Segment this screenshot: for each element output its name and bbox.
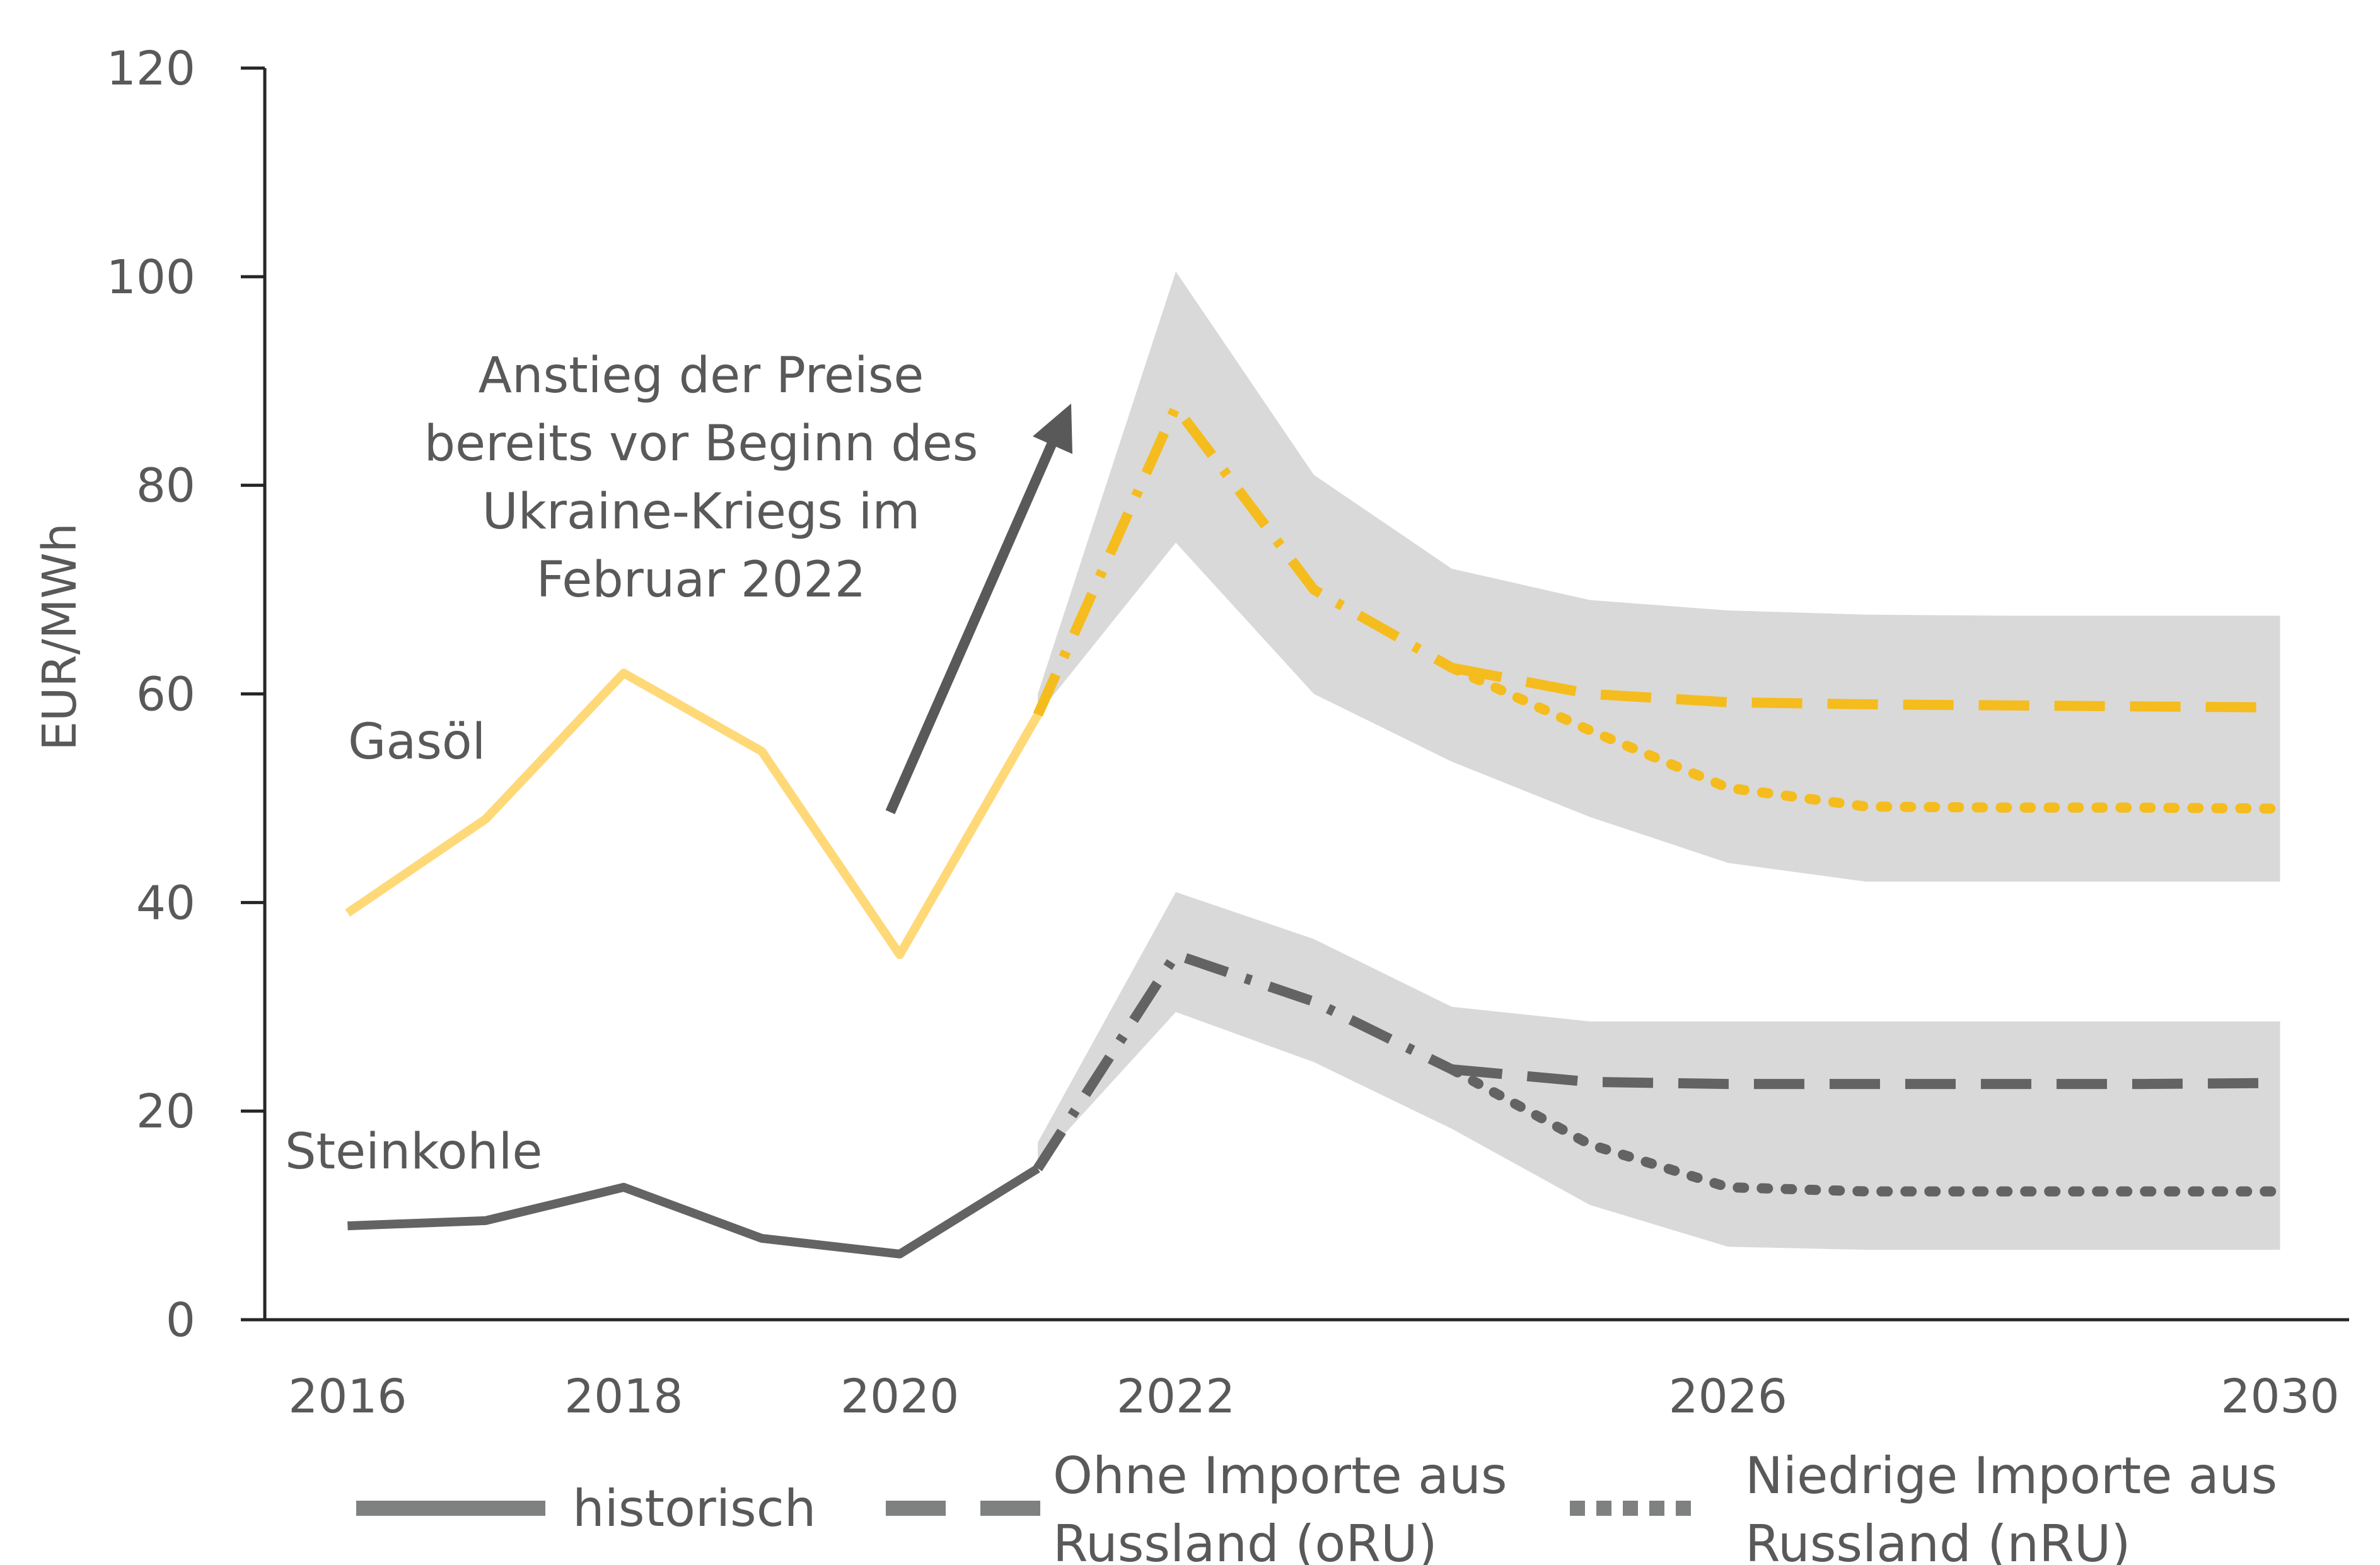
gas-uncertainty-band [1038, 271, 2280, 882]
legend: historisch Ohne Importe aus Russland (oR… [356, 1446, 2277, 1565]
y-axis-title: EUR/MWh [33, 523, 87, 750]
legend-label-oRU-1: Ohne Importe aus [1053, 1446, 1507, 1505]
x-tick-label: 2016 [288, 1370, 407, 1424]
legend-item-oRU: Ohne Importe aus Russland (oRU) [886, 1446, 1507, 1565]
coal-line-historisch [347, 1165, 1040, 1259]
legend-label-historisch: historisch [572, 1479, 816, 1538]
annotation-arrow-shaft [885, 438, 1059, 815]
uncertainty-bands [1038, 271, 2280, 1250]
annotation-line-1: Anstieg der Preise [479, 347, 924, 404]
coal-line-nRU [1446, 1064, 2285, 1197]
annotation-line-3: Ukraine-Kriegs im [482, 484, 920, 540]
axes: 0 20 40 60 80 100 120 2016 2018 2020 2022 2026 2030 [107, 42, 2349, 1424]
y-tick-label: 0 [166, 1293, 195, 1347]
legend-item-historisch: historisch [356, 1479, 816, 1538]
legend-item-nRU: Niedrige Importe aus Russland (nRU) [1570, 1446, 2277, 1565]
legend-label-nRU-1: Niedrige Importe aus [1745, 1446, 2277, 1505]
x-tick-label: 2022 [1117, 1370, 1235, 1424]
legend-label-oRU-2: Russland (oRU) [1053, 1515, 1437, 1565]
gas-line-both [1033, 402, 1454, 717]
annotation-arrow-head [1033, 404, 1072, 454]
y-tick-label: 100 [107, 250, 195, 305]
legend-label-nRU-2: Russland (nRU) [1745, 1515, 2130, 1565]
coal-uncertainty-band [1038, 892, 2280, 1250]
x-ticks: 2016 2018 2020 2022 2026 2030 [288, 1370, 2339, 1424]
gas-series-label: Gasöl [348, 714, 485, 771]
x-tick-label: 2018 [564, 1370, 683, 1424]
y-tick-label: 60 [136, 668, 195, 722]
gas-line-oRU [1451, 663, 2280, 713]
annotation-line-4: Februar 2022 [537, 552, 866, 608]
x-tick-label: 2020 [840, 1370, 959, 1424]
gas-line-nRU [1446, 663, 2285, 814]
series-lines [345, 402, 2285, 1259]
coal-series-label: Steinkohle [285, 1124, 542, 1180]
y-tick-label: 120 [107, 42, 195, 96]
annotation: Anstieg der Preise bereits vor Beginn de… [424, 347, 1072, 815]
x-tick-label: 2030 [2220, 1370, 2339, 1424]
y-ticks: 0 20 40 60 80 100 120 [107, 42, 265, 1347]
gas-line-historisch [345, 668, 1042, 960]
y-tick-label: 80 [136, 459, 195, 513]
y-tick-label: 20 [136, 1085, 195, 1139]
x-tick-label: 2026 [1669, 1370, 1787, 1424]
coal-line-both [1033, 950, 1454, 1172]
coal-line-oRU [1451, 1064, 2280, 1090]
annotation-line-2: bereits vor Beginn des [424, 416, 978, 472]
y-tick-label: 40 [136, 876, 195, 930]
